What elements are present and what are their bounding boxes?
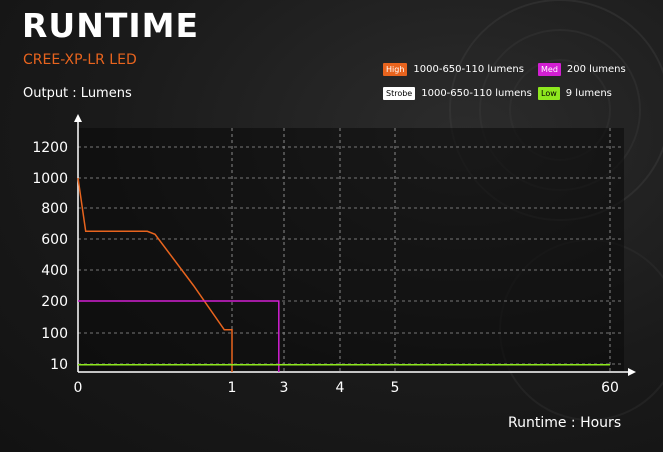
legend-text-low: 9 lumens <box>565 87 612 99</box>
x-axis-arrow <box>628 368 636 376</box>
y-tick-label: 600 <box>41 232 68 248</box>
legend-item-med: Med 200 lumens <box>538 62 626 76</box>
x-tick-label: 4 <box>336 380 345 396</box>
legend-badge-med: Med <box>538 62 561 76</box>
x-axis-title: Runtime : Hours <box>508 415 622 431</box>
y-tick-label: 400 <box>41 263 68 279</box>
page-title: RUNTIME <box>22 6 199 45</box>
x-tick-label: 3 <box>280 380 289 396</box>
y-axis-title: Output : Lumens <box>23 86 132 101</box>
legend-badge-high: High <box>383 62 408 76</box>
legend-item-high: High 1000-650-110 lumens <box>383 62 524 76</box>
plot-area <box>78 128 624 372</box>
legend-badge-strobe: Strobe <box>383 86 416 100</box>
legend-text-med: 200 lumens <box>566 63 626 75</box>
y-tick-label: 10 <box>50 357 68 373</box>
y-tick-label: 1200 <box>32 140 68 156</box>
x-tick-label: 60 <box>601 380 619 396</box>
x-tick-label: 5 <box>391 380 400 396</box>
y-tick-label: 200 <box>41 294 68 310</box>
y-tick-label: 1000 <box>32 171 68 187</box>
series-line-high <box>77 177 233 372</box>
y-tick-label: 100 <box>41 326 68 342</box>
y-tick-label: 800 <box>41 201 68 217</box>
series-line-med <box>78 300 280 372</box>
product-subtitle: CREE-XP-LR LED <box>23 52 137 68</box>
legend-item-strobe: Strobe 1000-650-110 lumens <box>383 86 532 100</box>
legend-item-low: Low 9 lumens <box>538 86 612 100</box>
legend-text-high: 1000-650-110 lumens <box>413 63 524 75</box>
y-axis-arrow <box>74 114 82 122</box>
x-tick-label: 1 <box>228 380 237 396</box>
legend-badge-low: Low <box>538 86 560 100</box>
legend-text-strobe: 1000-650-110 lumens <box>421 87 532 99</box>
x-tick-label: 0 <box>74 380 83 396</box>
